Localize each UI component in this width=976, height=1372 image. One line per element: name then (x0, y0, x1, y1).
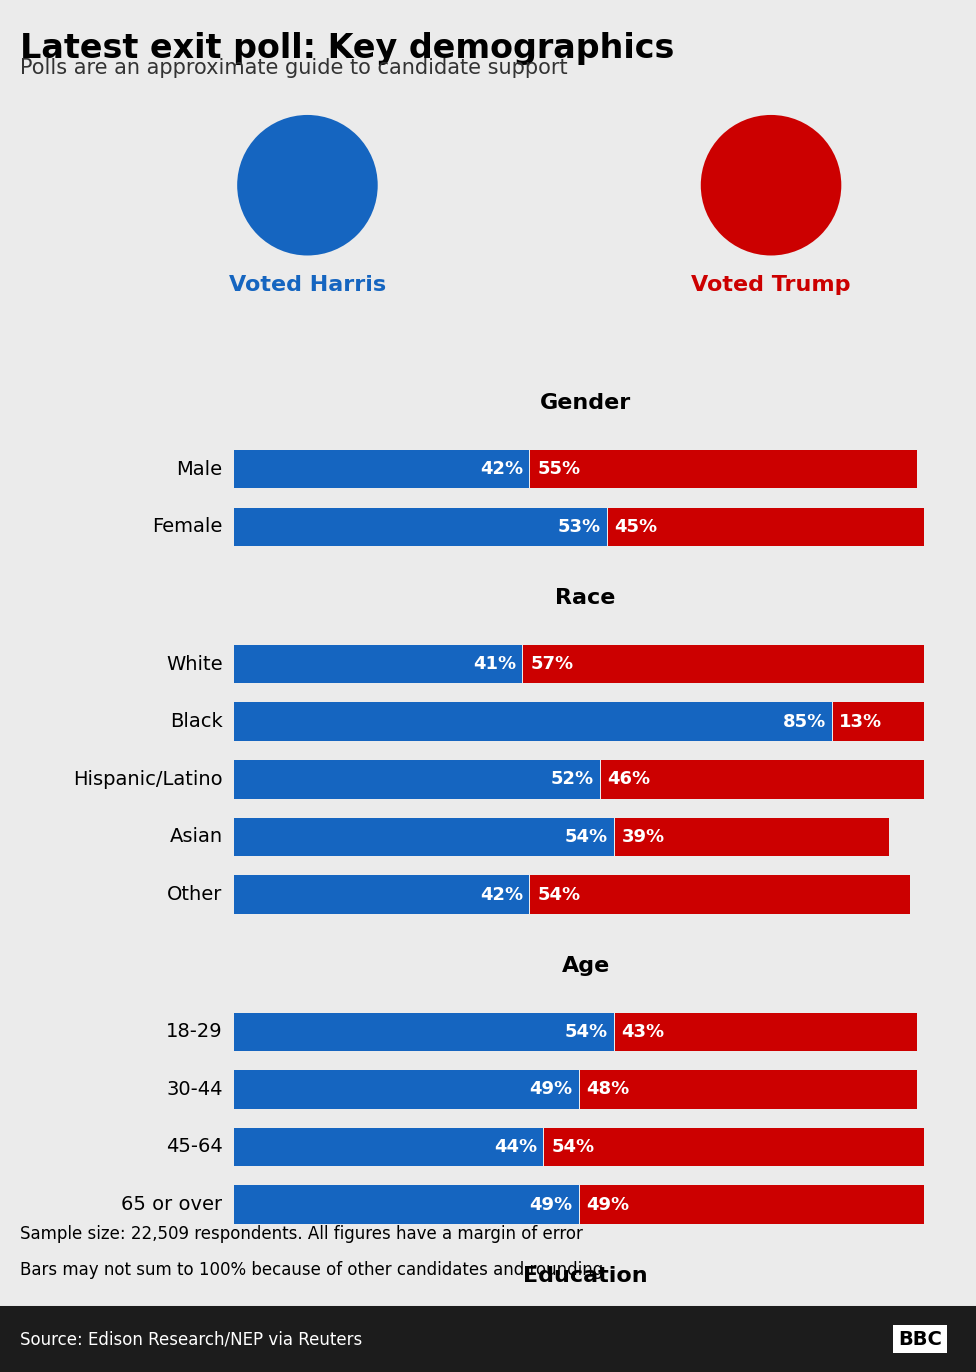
FancyBboxPatch shape (615, 1013, 916, 1051)
FancyBboxPatch shape (234, 702, 832, 741)
FancyBboxPatch shape (234, 1128, 544, 1166)
Text: Male: Male (177, 460, 223, 479)
Text: 49%: 49% (587, 1195, 630, 1214)
FancyBboxPatch shape (234, 760, 599, 799)
Text: 43%: 43% (622, 1022, 665, 1041)
Text: 85%: 85% (783, 712, 826, 731)
FancyBboxPatch shape (600, 760, 924, 799)
FancyBboxPatch shape (615, 818, 889, 856)
Ellipse shape (237, 115, 378, 255)
Text: White: White (166, 654, 223, 674)
Text: Age: Age (561, 956, 610, 975)
Text: 54%: 54% (565, 1022, 608, 1041)
FancyBboxPatch shape (234, 818, 614, 856)
Text: Hispanic/Latino: Hispanic/Latino (73, 770, 223, 789)
Text: Other: Other (167, 885, 223, 904)
Text: 48%: 48% (587, 1080, 630, 1099)
Text: 54%: 54% (565, 827, 608, 847)
Text: Asian: Asian (170, 827, 223, 847)
FancyBboxPatch shape (545, 1128, 924, 1166)
Text: College graduate: College graduate (55, 1332, 223, 1351)
Ellipse shape (701, 115, 841, 255)
Text: Source: Edison Research/NEP via Reuters: Source: Edison Research/NEP via Reuters (20, 1329, 362, 1349)
FancyBboxPatch shape (622, 1323, 916, 1361)
Text: Voted Trump: Voted Trump (691, 276, 851, 295)
Text: 57%: 57% (530, 654, 573, 674)
FancyBboxPatch shape (523, 645, 924, 683)
FancyBboxPatch shape (234, 1070, 579, 1109)
Text: 18-29: 18-29 (166, 1022, 223, 1041)
FancyBboxPatch shape (530, 450, 916, 488)
FancyBboxPatch shape (234, 450, 529, 488)
Text: 55%: 55% (572, 1332, 615, 1351)
Text: Gender: Gender (540, 394, 631, 413)
Text: 30-44: 30-44 (166, 1080, 223, 1099)
FancyBboxPatch shape (833, 702, 924, 741)
FancyBboxPatch shape (234, 1013, 614, 1051)
Text: 52%: 52% (550, 770, 593, 789)
Text: 54%: 54% (537, 885, 581, 904)
Text: 44%: 44% (495, 1137, 538, 1157)
Text: 54%: 54% (551, 1137, 594, 1157)
Text: 53%: 53% (557, 517, 601, 536)
Text: 42%: 42% (480, 885, 523, 904)
Text: 39%: 39% (622, 827, 665, 847)
Text: 45%: 45% (615, 517, 658, 536)
FancyBboxPatch shape (234, 1323, 621, 1361)
Text: Black: Black (170, 712, 223, 731)
Text: Female: Female (152, 517, 223, 536)
Text: 55%: 55% (537, 460, 581, 479)
FancyBboxPatch shape (234, 645, 522, 683)
Text: Bars may not sum to 100% because of other candidates and rounding: Bars may not sum to 100% because of othe… (20, 1261, 603, 1279)
FancyBboxPatch shape (608, 508, 924, 546)
FancyBboxPatch shape (580, 1185, 924, 1224)
Text: 41%: 41% (473, 654, 516, 674)
Text: 65 or over: 65 or over (121, 1195, 223, 1214)
Text: 46%: 46% (607, 770, 651, 789)
FancyBboxPatch shape (234, 1185, 579, 1224)
FancyBboxPatch shape (234, 508, 607, 546)
FancyBboxPatch shape (530, 875, 910, 914)
Text: 49%: 49% (530, 1195, 573, 1214)
Text: 42%: 42% (480, 460, 523, 479)
Text: 13%: 13% (839, 712, 882, 731)
Text: Voted Harris: Voted Harris (229, 276, 386, 295)
Text: Race: Race (555, 589, 616, 608)
FancyBboxPatch shape (580, 1070, 916, 1109)
Text: 42%: 42% (629, 1332, 671, 1351)
Text: Sample size: 22,509 respondents. All figures have a margin of error: Sample size: 22,509 respondents. All fig… (20, 1225, 583, 1243)
FancyBboxPatch shape (234, 875, 529, 914)
Text: Polls are an approximate guide to candidate support: Polls are an approximate guide to candid… (20, 58, 567, 78)
Text: BBC: BBC (898, 1329, 942, 1349)
FancyBboxPatch shape (0, 1306, 976, 1372)
Text: Education: Education (523, 1266, 648, 1286)
Text: Latest exit poll: Key demographics: Latest exit poll: Key demographics (20, 32, 673, 64)
Text: 45-64: 45-64 (166, 1137, 223, 1157)
Text: 49%: 49% (530, 1080, 573, 1099)
